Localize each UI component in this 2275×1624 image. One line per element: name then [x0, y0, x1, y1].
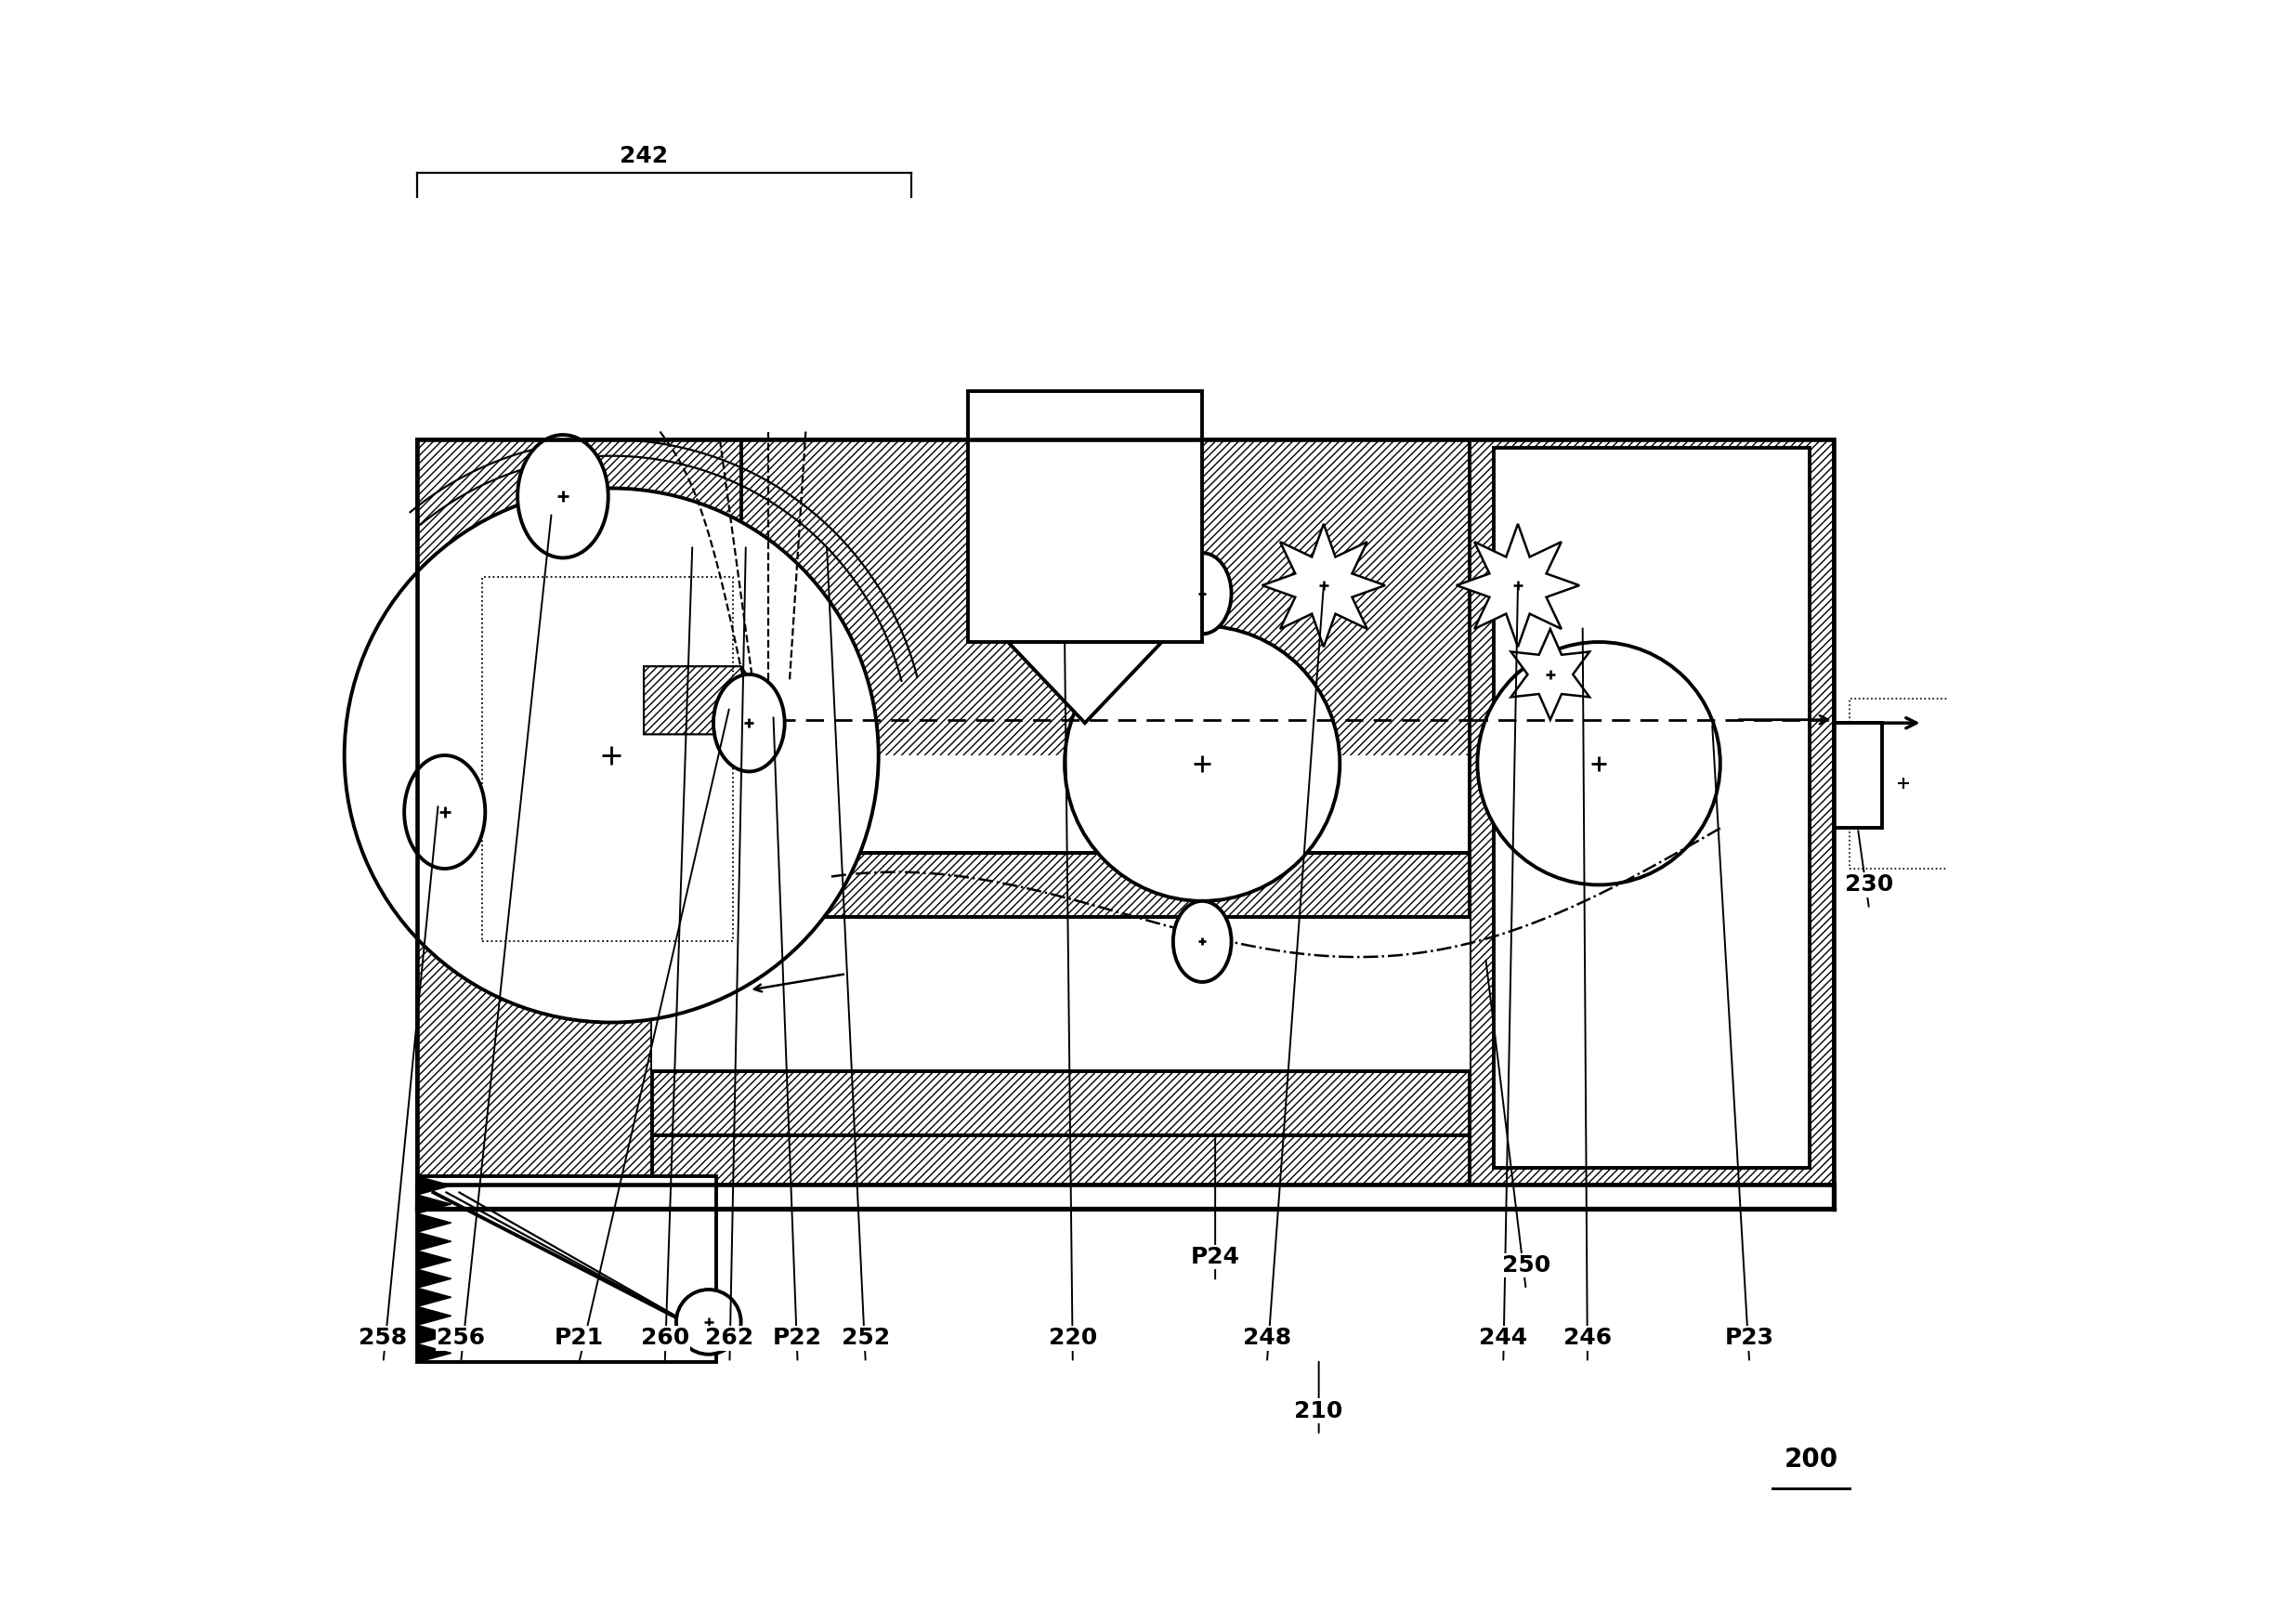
Polygon shape [416, 1288, 450, 1307]
Bar [653, 918, 1470, 1070]
Polygon shape [1456, 525, 1579, 646]
Bar [416, 440, 1834, 1184]
Polygon shape [416, 1307, 450, 1325]
Text: 242: 242 [619, 145, 669, 167]
Text: 220: 220 [1049, 1327, 1097, 1350]
Circle shape [1065, 625, 1340, 901]
Bar [1495, 448, 1809, 1168]
Text: 246: 246 [1563, 1327, 1611, 1350]
Polygon shape [416, 1233, 450, 1250]
Circle shape [1476, 641, 1720, 885]
Text: 200: 200 [1784, 1447, 1838, 1473]
Polygon shape [416, 1176, 450, 1195]
Ellipse shape [714, 674, 785, 771]
Polygon shape [1511, 628, 1590, 719]
Polygon shape [416, 1250, 450, 1270]
Bar [1470, 440, 1834, 1184]
Polygon shape [416, 1213, 450, 1233]
Text: 262: 262 [705, 1327, 753, 1350]
Text: P24: P24 [1190, 1246, 1240, 1268]
Bar [1850, 698, 1954, 869]
Bar [653, 1070, 1470, 1135]
Polygon shape [416, 1325, 450, 1343]
Polygon shape [416, 1195, 450, 1213]
Text: 252: 252 [842, 1327, 890, 1350]
Bar [653, 853, 1470, 918]
Text: P23: P23 [1724, 1327, 1775, 1350]
Text: 258: 258 [359, 1327, 407, 1350]
Polygon shape [644, 666, 762, 734]
Bar [967, 391, 1201, 641]
Polygon shape [416, 1343, 450, 1363]
Ellipse shape [405, 755, 485, 869]
Ellipse shape [1174, 554, 1231, 633]
Text: P21: P21 [555, 1327, 603, 1350]
Text: 230: 230 [1845, 874, 1893, 896]
Polygon shape [416, 1270, 450, 1288]
Text: 260: 260 [642, 1327, 689, 1350]
Bar [1834, 723, 1881, 828]
Text: 250: 250 [1502, 1254, 1549, 1276]
Circle shape [676, 1289, 742, 1354]
Text: 244: 244 [1479, 1327, 1527, 1350]
Text: 248: 248 [1242, 1327, 1292, 1350]
Ellipse shape [516, 435, 607, 557]
Circle shape [344, 489, 878, 1023]
Bar [546, 440, 742, 828]
Bar [416, 1176, 717, 1363]
Text: P22: P22 [774, 1327, 821, 1350]
Text: 210: 210 [1294, 1400, 1342, 1423]
Bar [653, 755, 1470, 1135]
Text: 200: 200 [1784, 1447, 1838, 1473]
Ellipse shape [1174, 901, 1231, 983]
Bar [482, 577, 733, 942]
Polygon shape [1263, 525, 1385, 646]
Polygon shape [1008, 641, 1163, 723]
Bar [416, 440, 1834, 1184]
Text: 256: 256 [437, 1327, 485, 1350]
Bar [416, 440, 653, 1184]
